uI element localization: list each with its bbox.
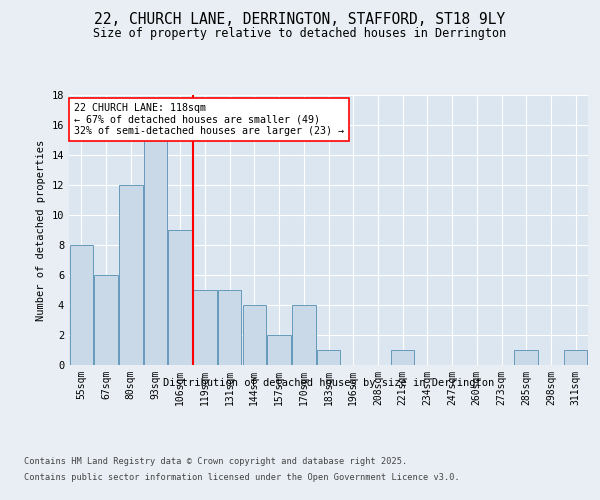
Bar [218, 290, 241, 365]
Bar [268, 335, 291, 365]
Text: Distribution of detached houses by size in Derrington: Distribution of detached houses by size … [163, 378, 494, 388]
Text: 22 CHURCH LANE: 118sqm
← 67% of detached houses are smaller (49)
32% of semi-det: 22 CHURCH LANE: 118sqm ← 67% of detached… [74, 103, 344, 136]
Bar [514, 350, 538, 365]
Bar [317, 350, 340, 365]
Bar [144, 140, 167, 365]
Text: 22, CHURCH LANE, DERRINGTON, STAFFORD, ST18 9LY: 22, CHURCH LANE, DERRINGTON, STAFFORD, S… [94, 12, 506, 28]
Bar [242, 305, 266, 365]
Bar [169, 230, 192, 365]
Y-axis label: Number of detached properties: Number of detached properties [36, 140, 46, 320]
Bar [564, 350, 587, 365]
Text: Contains HM Land Registry data © Crown copyright and database right 2025.: Contains HM Land Registry data © Crown c… [24, 458, 407, 466]
Bar [119, 185, 143, 365]
Text: Contains public sector information licensed under the Open Government Licence v3: Contains public sector information licen… [24, 472, 460, 482]
Text: Size of property relative to detached houses in Derrington: Size of property relative to detached ho… [94, 28, 506, 40]
Bar [70, 245, 93, 365]
Bar [94, 275, 118, 365]
Bar [193, 290, 217, 365]
Bar [391, 350, 415, 365]
Bar [292, 305, 316, 365]
